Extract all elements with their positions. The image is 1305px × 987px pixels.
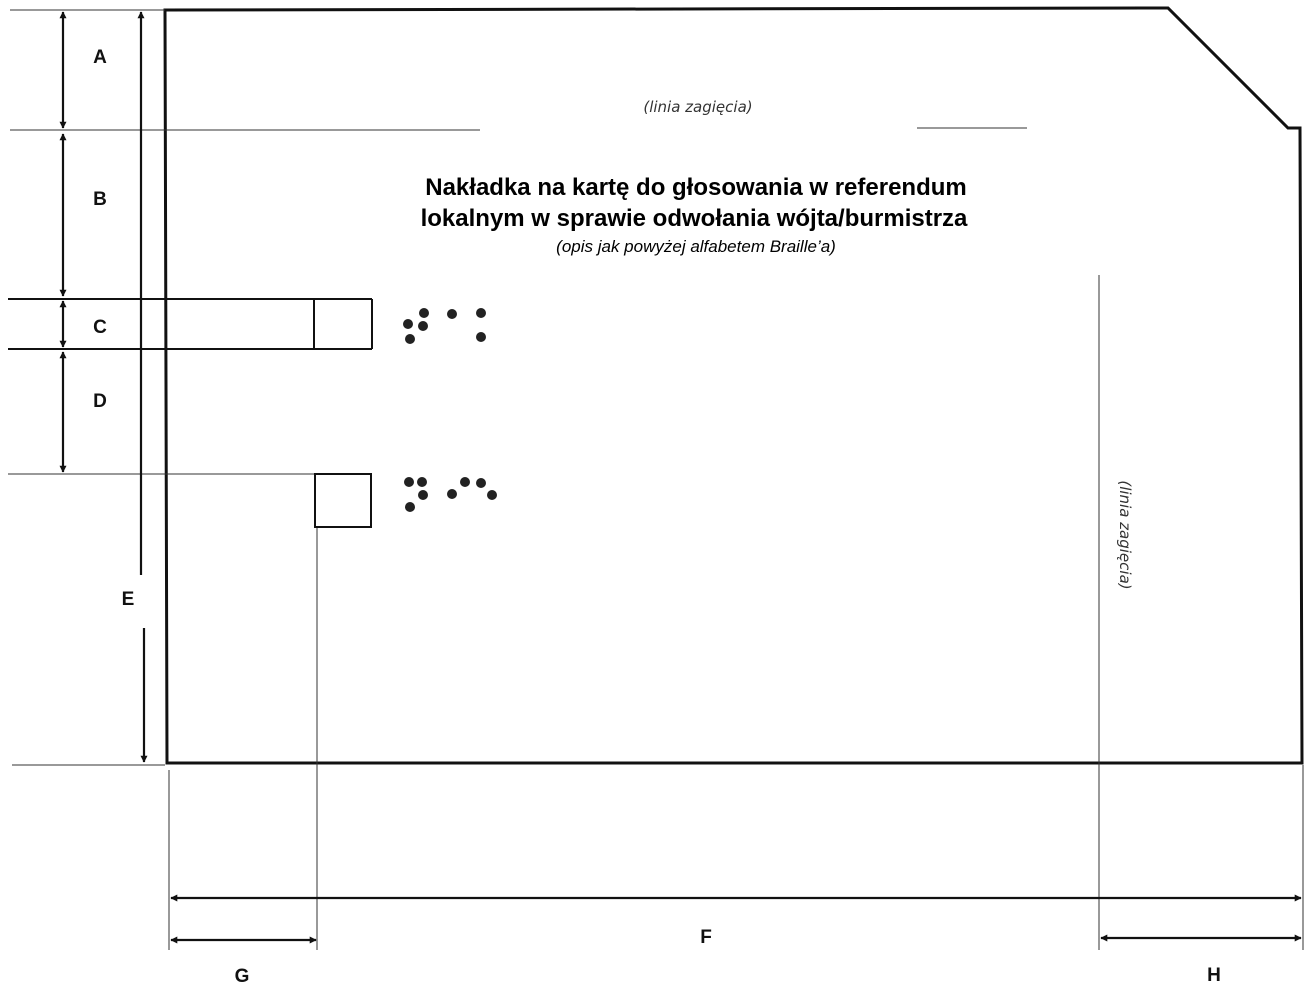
overlay-title-line1: Nakładka na kartę do głosowania w refere… (425, 174, 967, 201)
overlay-subtitle: (opis jak powyżej alfabetem Braille’a) (556, 237, 836, 256)
dimension-label-c: C (93, 317, 107, 338)
dimension-label-g: G (235, 966, 250, 987)
dimension-label-b: B (93, 189, 107, 210)
dimension-label-d: D (93, 391, 107, 412)
reference-lines (8, 9, 1304, 950)
braille-text-row-2 (404, 477, 497, 512)
slot-c (8, 298, 373, 350)
dimension-arrows (59, 11, 1302, 944)
braille-text-row-1 (403, 308, 486, 344)
dimension-label-a: A (93, 47, 107, 68)
fold-line-label-top: (linia zagięcia) (643, 98, 752, 116)
dimension-label-e: E (122, 589, 135, 610)
dimension-label-f: F (700, 927, 712, 948)
dimension-label-h: H (1207, 965, 1221, 986)
fold-line-label-right: (linia zagięcia) (1116, 480, 1134, 589)
overlay-title-line2: lokalnym w sprawie odwołania wójta/burmi… (421, 205, 968, 232)
overlay-outline (163, 6, 1304, 765)
checkbox-window (314, 473, 372, 528)
